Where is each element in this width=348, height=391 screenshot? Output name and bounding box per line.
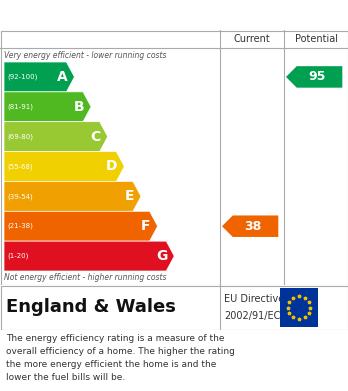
Polygon shape [222, 215, 278, 237]
Text: (81-91): (81-91) [7, 104, 33, 110]
Text: G: G [156, 249, 167, 263]
Text: Very energy efficient - lower running costs: Very energy efficient - lower running co… [4, 50, 166, 59]
Text: 95: 95 [308, 70, 326, 83]
Text: Not energy efficient - higher running costs: Not energy efficient - higher running co… [4, 273, 166, 283]
Text: (92-100): (92-100) [7, 74, 37, 80]
Text: E: E [125, 189, 134, 203]
Text: D: D [106, 160, 117, 174]
Text: The energy efficiency rating is a measure of the
overall efficiency of a home. T: The energy efficiency rating is a measur… [6, 334, 235, 382]
Text: C: C [90, 130, 101, 143]
Text: (69-80): (69-80) [7, 133, 33, 140]
Text: Potential: Potential [294, 34, 338, 44]
Polygon shape [4, 62, 74, 92]
Text: A: A [57, 70, 68, 84]
Polygon shape [4, 181, 141, 211]
Text: 2002/91/EC: 2002/91/EC [224, 310, 280, 321]
Text: 38: 38 [244, 220, 262, 233]
Polygon shape [4, 152, 124, 181]
Bar [280, 288, 318, 327]
Text: (1-20): (1-20) [7, 253, 29, 259]
Text: F: F [141, 219, 151, 233]
Text: (21-38): (21-38) [7, 223, 33, 230]
Polygon shape [4, 241, 174, 271]
Text: Energy Efficiency Rating: Energy Efficiency Rating [8, 7, 218, 23]
Text: England & Wales: England & Wales [6, 298, 176, 316]
Text: (39-54): (39-54) [7, 193, 33, 200]
Polygon shape [4, 122, 108, 152]
Text: Current: Current [234, 34, 270, 44]
Text: (55-68): (55-68) [7, 163, 33, 170]
Polygon shape [4, 92, 91, 122]
Text: B: B [73, 100, 84, 114]
Text: EU Directive: EU Directive [224, 294, 284, 305]
Polygon shape [286, 66, 342, 88]
Polygon shape [4, 211, 158, 241]
